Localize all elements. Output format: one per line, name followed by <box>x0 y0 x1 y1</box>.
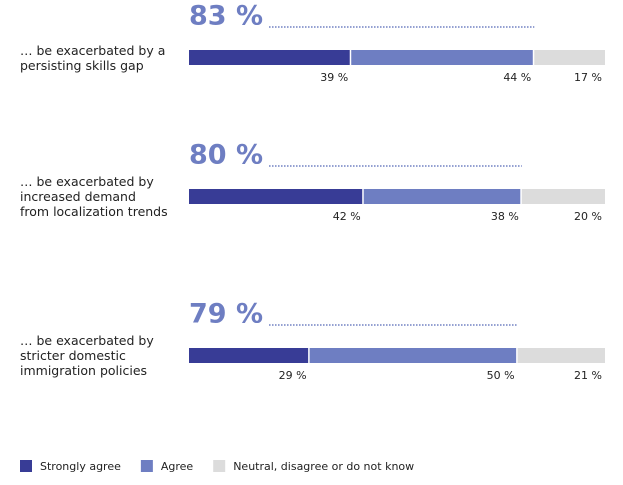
total-label: 83 % <box>189 1 263 32</box>
total-label: 80 % <box>189 140 263 171</box>
total-label: 79 % <box>189 299 263 330</box>
value-label: 44 % <box>503 71 531 84</box>
bar-segment <box>363 189 521 204</box>
bar-segment <box>189 189 363 204</box>
legend-label: Agree <box>161 460 194 473</box>
bar-segment <box>534 50 605 65</box>
category-label: … be exacerbated by increased demand fro… <box>20 174 168 219</box>
category-label: … be exacerbated by stricter domestic im… <box>20 333 154 378</box>
bar-segment <box>189 50 350 65</box>
legend-label: Strongly agree <box>40 460 121 473</box>
value-label: 38 % <box>491 210 519 223</box>
legend-swatch <box>213 460 226 472</box>
value-label: 50 % <box>487 369 515 382</box>
value-label: 42 % <box>333 210 361 223</box>
value-label: 29 % <box>279 369 307 382</box>
bar-segment <box>517 348 605 363</box>
bar-segment <box>351 50 533 65</box>
legend-swatch <box>140 460 153 472</box>
value-label: 20 % <box>574 210 602 223</box>
bar-segment <box>521 189 605 204</box>
bar-segment <box>189 348 309 363</box>
category-label: … be exacerbated by a persisting skills … <box>20 42 166 73</box>
legend-label: Neutral, disagree or do not know <box>233 460 414 473</box>
value-label: 17 % <box>574 71 602 84</box>
value-label: 21 % <box>574 369 602 382</box>
value-label: 39 % <box>320 71 348 84</box>
bar-segment <box>309 348 517 363</box>
legend-swatch <box>20 460 32 472</box>
